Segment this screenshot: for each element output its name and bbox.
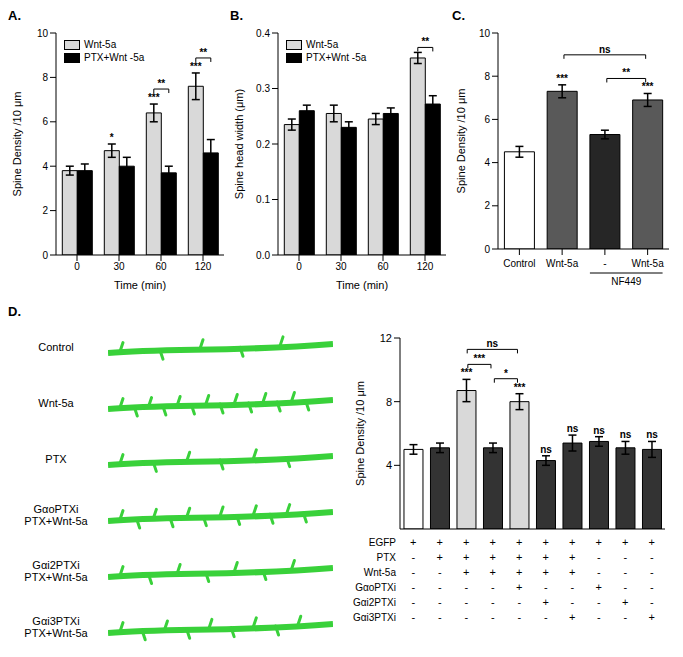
html-text:PTX+Wnt-5a: PTX+Wnt-5a — [24, 571, 88, 583]
svg-text:ns: ns — [620, 429, 632, 440]
svg-text:0: 0 — [42, 250, 48, 261]
svg-text:30: 30 — [335, 261, 347, 272]
svg-text:Spine Density /10 μm: Spine Density /10 μm — [354, 381, 366, 486]
html-text:Gαi2PTXi: Gαi2PTXi — [353, 597, 396, 608]
svg-text:ns: ns — [646, 429, 658, 440]
svg-text:Time (min): Time (min) — [336, 279, 388, 291]
svg-text:ns: ns — [540, 444, 552, 455]
html-text:Gαi3PTXi: Gαi3PTXi — [353, 612, 396, 623]
svg-text:0: 0 — [484, 244, 490, 255]
svg-text:120: 120 — [195, 261, 212, 272]
svg-text:10: 10 — [479, 28, 491, 39]
svg-text:**: ** — [199, 47, 207, 58]
svg-text:4: 4 — [386, 459, 392, 471]
svg-text:**: ** — [622, 67, 630, 78]
svg-text:60: 60 — [155, 261, 167, 272]
svg-text:**: ** — [421, 36, 429, 47]
svg-text:Spine Density /10 μm: Spine Density /10 μm — [455, 89, 467, 194]
svg-text:4: 4 — [484, 157, 490, 168]
html-text:GαoPTXi: GαoPTXi — [355, 582, 396, 593]
html-text:PTX: PTX — [376, 552, 396, 563]
svg-text:*: * — [504, 368, 508, 379]
svg-text:**: ** — [157, 78, 165, 89]
svg-text:30: 30 — [113, 261, 125, 272]
svg-text:0.1: 0.1 — [256, 194, 270, 205]
html-text:Wnt-5a: Wnt-5a — [38, 397, 74, 409]
svg-text:0.2: 0.2 — [256, 139, 270, 150]
svg-text:***: *** — [642, 81, 654, 92]
svg-text:***: *** — [474, 353, 486, 364]
svg-text:120: 120 — [417, 261, 434, 272]
svg-text:Wnt-5a: Wnt-5a — [546, 258, 579, 269]
svg-text:12: 12 — [380, 332, 392, 344]
html-text:PTX: PTX — [45, 453, 67, 465]
html-text:PTX+Wnt -5a: PTX+Wnt -5a — [84, 52, 145, 63]
svg-text:ns: ns — [486, 338, 498, 349]
svg-text:ns: ns — [593, 425, 605, 436]
svg-text:***: *** — [556, 73, 568, 84]
svg-text:ns: ns — [567, 423, 579, 434]
svg-text:NF449: NF449 — [611, 276, 641, 287]
svg-text:60: 60 — [377, 261, 389, 272]
svg-text:***: *** — [190, 61, 202, 72]
svg-text:ns: ns — [599, 44, 611, 55]
html-text:C.: C. — [452, 8, 465, 23]
svg-text:0: 0 — [296, 261, 302, 272]
svg-text:***: *** — [461, 367, 473, 378]
html-text:PTX+Wnt -5a: PTX+Wnt -5a — [306, 52, 367, 63]
html-text:Wnt-5a: Wnt-5a — [363, 567, 396, 578]
html-text:Wnt-5a: Wnt-5a — [306, 39, 339, 50]
html-text:PTX+Wnt-5a: PTX+Wnt-5a — [24, 515, 88, 527]
svg-text:Spine Density /10 μm: Spine Density /10 μm — [11, 92, 23, 197]
svg-text:0.3: 0.3 — [256, 83, 270, 94]
svg-text:***: *** — [148, 92, 160, 103]
html-text:GαoPTXi: GαoPTXi — [33, 503, 79, 515]
svg-text:10: 10 — [37, 28, 49, 39]
svg-text:*: * — [110, 132, 114, 143]
svg-text:8: 8 — [42, 72, 48, 83]
svg-text:6: 6 — [484, 114, 490, 125]
svg-text:8: 8 — [484, 71, 490, 82]
svg-text:0.0: 0.0 — [256, 250, 270, 261]
svg-text:2: 2 — [42, 205, 48, 216]
svg-text:0.4: 0.4 — [256, 28, 270, 39]
html-text:Wnt-5a: Wnt-5a — [84, 39, 117, 50]
html-text:Gαi3PTXi: Gαi3PTXi — [32, 615, 80, 627]
svg-text:Spine head width (μm): Spine head width (μm) — [233, 89, 245, 199]
html-text:PTX+Wnt-5a: PTX+Wnt-5a — [24, 627, 88, 639]
svg-text:Wnt-5a: Wnt-5a — [632, 258, 665, 269]
svg-text:Control: Control — [503, 258, 535, 269]
html-text:D.: D. — [8, 304, 21, 319]
html-text:Gαi2PTXi: Gαi2PTXi — [32, 559, 80, 571]
html-text:A.: A. — [8, 8, 21, 23]
svg-text:6: 6 — [42, 116, 48, 127]
svg-text:-: - — [603, 258, 606, 269]
svg-text:Time (min): Time (min) — [114, 279, 166, 291]
html-text:Control: Control — [38, 341, 74, 353]
svg-text:2: 2 — [484, 200, 490, 211]
html-text:B.: B. — [230, 8, 243, 23]
svg-text:0: 0 — [74, 261, 80, 272]
svg-text:8: 8 — [386, 396, 392, 408]
html-text:EGFP: EGFP — [368, 537, 396, 548]
svg-text:4: 4 — [42, 161, 48, 172]
svg-text:***: *** — [514, 382, 526, 393]
